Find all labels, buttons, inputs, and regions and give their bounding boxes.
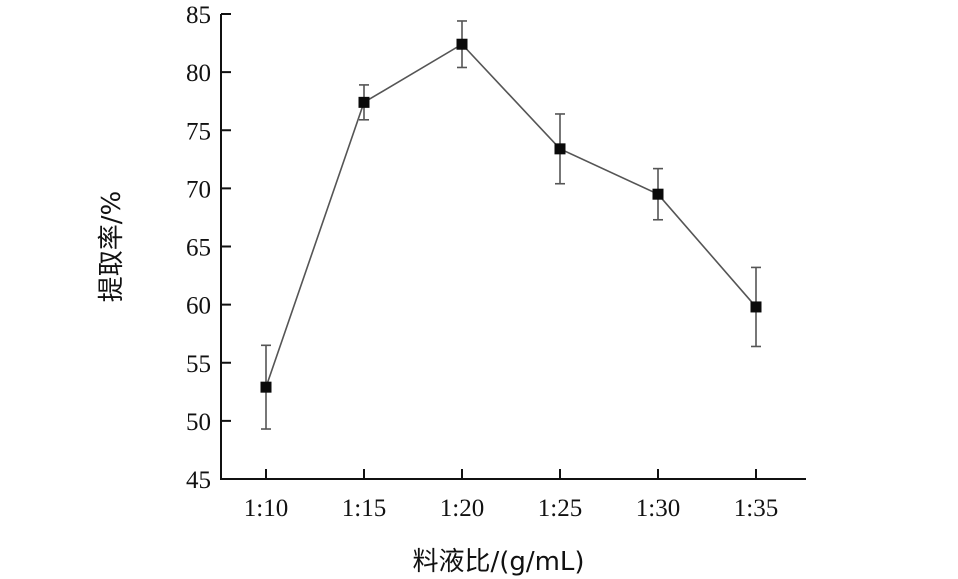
data-point <box>260 381 272 393</box>
axis-frame <box>220 14 806 480</box>
x-tick-label: 1:15 <box>342 495 386 522</box>
series-line <box>265 43 757 388</box>
y-tick-label: 70 <box>186 176 211 203</box>
y-tick-label: 60 <box>186 293 211 320</box>
x-tick-label: 1:20 <box>440 495 484 522</box>
x-axis-ticks: 1:10 1:15 1:20 1:25 1:30 1:35 <box>244 469 778 522</box>
data-point <box>456 38 468 50</box>
y-tick-label: 85 <box>186 2 211 29</box>
data-point <box>358 96 370 108</box>
data-point <box>652 188 664 200</box>
series-group <box>260 38 762 393</box>
data-point <box>750 301 762 313</box>
x-tick-label: 1:25 <box>538 495 582 522</box>
error-bars <box>261 20 761 430</box>
y-tick-label: 65 <box>186 235 211 262</box>
x-tick-label: 1:30 <box>636 495 680 522</box>
x-axis-title: 料液比/(g/mL) <box>412 547 584 577</box>
y-tick-label: 50 <box>186 409 211 436</box>
data-point <box>554 143 566 155</box>
x-tick-label: 1:35 <box>734 495 778 522</box>
y-axis-ticks: 45 50 55 60 65 70 75 80 85 <box>186 2 231 494</box>
y-tick-label: 75 <box>186 118 211 145</box>
axes <box>220 14 806 480</box>
y-axis-title: 提取率/% <box>97 191 127 302</box>
y-tick-label: 55 <box>186 351 211 378</box>
x-tick-label: 1:10 <box>244 495 288 522</box>
y-tick-label: 45 <box>186 467 211 494</box>
y-tick-label: 80 <box>186 60 211 87</box>
